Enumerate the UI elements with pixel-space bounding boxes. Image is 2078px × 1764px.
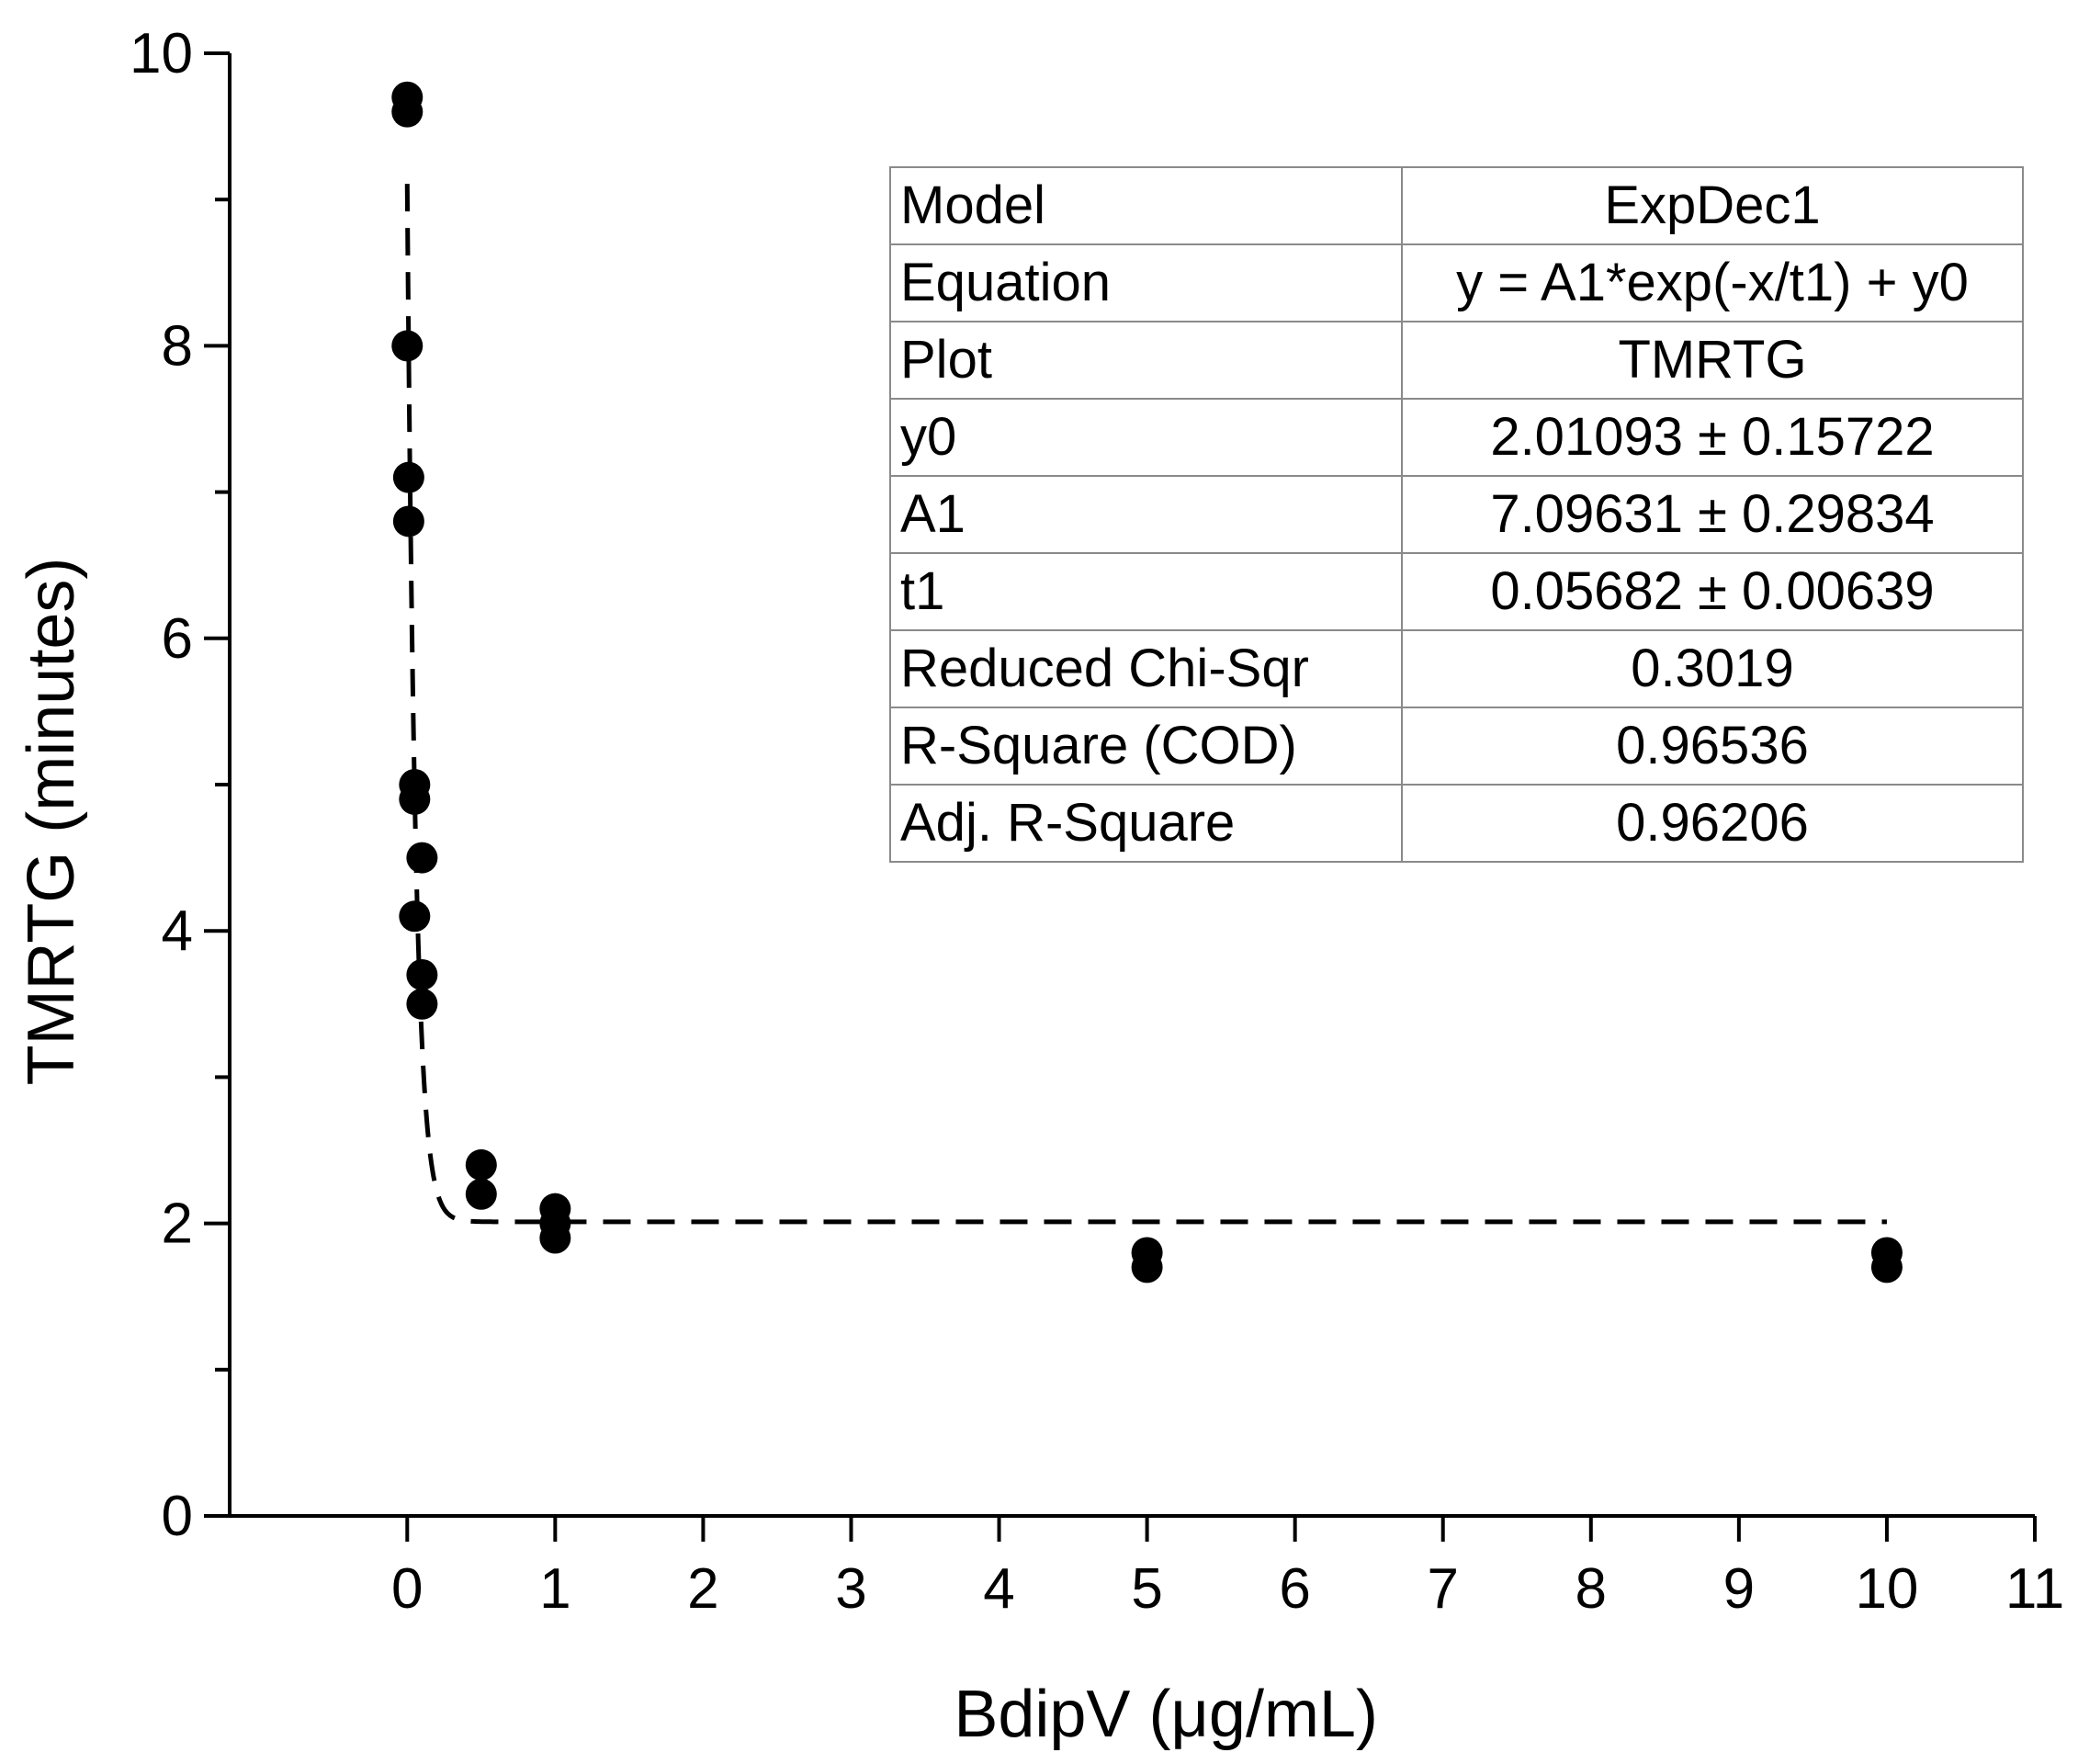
y-tick-label: 6 [162,607,193,671]
x-tick-label: 3 [835,1557,866,1621]
fit-curve-layer [404,184,1887,1225]
data-point [391,96,424,128]
table-cell-value: 2.01093 ± 0.15722 [1401,398,2024,477]
y-tick-label: 2 [162,1193,193,1256]
table-cell-value: 0.05682 ± 0.00639 [1401,552,2024,631]
table-row: Reduced Chi-Sqr 0.3019 [889,629,2024,708]
table-cell-value: y = A1*exp(-x/t1) + y0 [1401,243,2024,322]
data-point [399,900,431,933]
table-cell-key: Equation [889,243,1403,322]
data-point [1131,1251,1163,1283]
x-axis-title: BdipV (μg/mL) [954,1678,1378,1751]
y-tick-label: 10 [130,22,193,85]
x-tick-label: 8 [1575,1557,1607,1621]
data-point [465,1148,497,1181]
table-row: Model ExpDec1 [889,166,2024,245]
table-row: A1 7.09631 ± 0.29834 [889,475,2024,554]
table-cell-key: Adj. R-Square [889,784,1403,863]
x-tick-label: 11 [2005,1557,2064,1621]
axes: 0 2 4 6 8 10 0 1 2 3 4 5 6 7 8 9 10 11 [130,22,2064,1621]
data-point [392,505,424,537]
data-point [539,1222,571,1254]
table-cell-key: t1 [889,552,1403,631]
fit-curve [404,184,1887,1225]
data-point [391,330,424,362]
data-points [391,81,1903,1283]
table-row: Equation y = A1*exp(-x/t1) + y0 [889,243,2024,322]
table-cell-key: Plot [889,321,1403,400]
table-cell-key: Reduced Chi-Sqr [889,629,1403,708]
table-row: t1 0.05682 ± 0.00639 [889,552,2024,631]
table-cell-value: 0.3019 [1401,629,2024,708]
x-tick-label: 7 [1427,1557,1458,1621]
table-row: R-Square (COD) 0.96536 [889,707,2024,786]
y-tick-label: 8 [162,314,193,378]
x-tick-label: 1 [539,1557,570,1621]
y-axis-title: TMRTG (minutes) [15,558,88,1086]
table-cell-value: TMRTG [1401,321,2024,400]
data-point [392,461,424,493]
x-tick-label: 2 [687,1557,718,1621]
table-row: Plot TMRTG [889,321,2024,400]
data-point [399,783,431,815]
y-tick-label: 0 [162,1485,193,1548]
y-tick-label: 4 [162,899,193,963]
table-cell-value: ExpDec1 [1401,166,2024,245]
table-cell-key: y0 [889,398,1403,477]
x-tick-label: 5 [1131,1557,1162,1621]
table-cell-key: R-Square (COD) [889,707,1403,786]
table-cell-key: Model [889,166,1403,245]
table-row: y0 2.01093 ± 0.15722 [889,398,2024,477]
x-tick-label: 0 [391,1557,423,1621]
x-tick-label: 9 [1723,1557,1755,1621]
x-tick-label: 6 [1279,1557,1310,1621]
x-tick-label: 4 [983,1557,1014,1621]
table-cell-value: 7.09631 ± 0.29834 [1401,475,2024,554]
data-point [406,842,438,874]
data-point [1870,1251,1903,1283]
table-cell-value: 0.96536 [1401,707,2024,786]
fit-parameters-table: Model ExpDec1 Equation y = A1*exp(-x/t1) +… [889,166,2024,863]
x-tick-label: 10 [1855,1557,1918,1621]
data-point [465,1178,497,1210]
table-cell-value: 0.96206 [1401,784,2024,863]
data-point [406,988,438,1020]
table-cell-key: A1 [889,475,1403,554]
data-point [406,958,438,990]
table-row: Adj. R-Square 0.96206 [889,784,2024,863]
